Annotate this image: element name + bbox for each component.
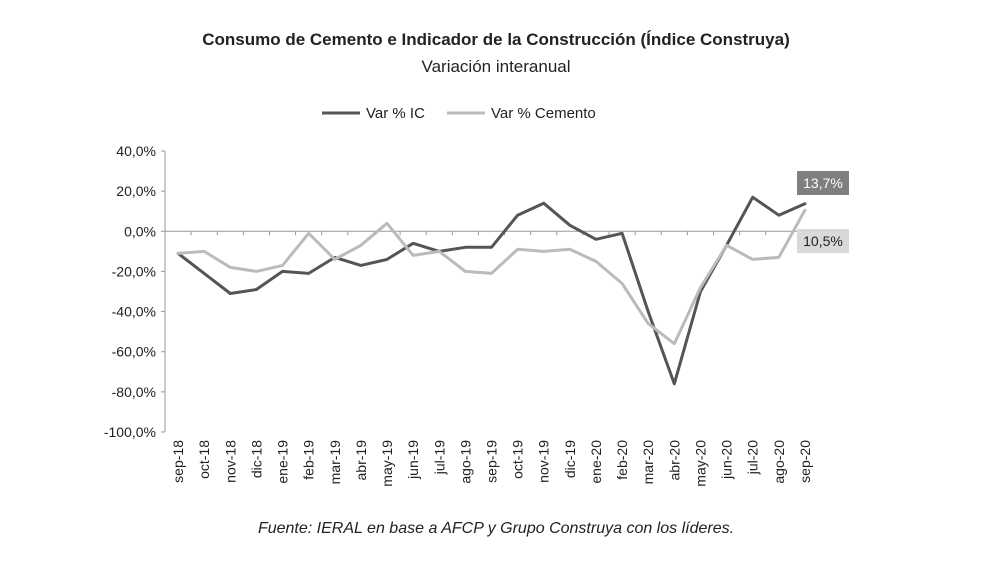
x-tick-label: dic-18 xyxy=(248,440,264,478)
y-tick-label: -100,0% xyxy=(104,424,156,440)
x-tick-label: ago-19 xyxy=(457,440,473,484)
y-tick-label: 0,0% xyxy=(124,223,156,239)
x-tick-label: may-20 xyxy=(692,440,708,487)
x-tick-label: sep-20 xyxy=(797,440,813,483)
x-tick-label: oct-19 xyxy=(510,440,526,479)
y-tick-label: -20,0% xyxy=(112,263,156,279)
y-tick-label: 40,0% xyxy=(116,143,156,159)
y-tick-label: -60,0% xyxy=(112,344,156,360)
x-tick-label: jul-20 xyxy=(745,440,761,475)
y-tick-label: 20,0% xyxy=(116,183,156,199)
y-tick-label: -40,0% xyxy=(112,304,156,320)
x-tick-label: mar-20 xyxy=(640,440,656,485)
x-tick-label: oct-18 xyxy=(196,440,212,479)
annotation-label-2: 10,5% xyxy=(803,233,843,249)
x-tick-label: ene-20 xyxy=(588,440,604,484)
chart-title: Consumo de Cemento e Indicador de la Con… xyxy=(202,30,790,49)
x-tick-label: jun-20 xyxy=(719,440,735,480)
x-tick-label: nov-18 xyxy=(222,440,238,483)
series-line-1 xyxy=(176,195,807,386)
legend-label-1: Var % IC xyxy=(366,105,425,122)
y-tick-label: -80,0% xyxy=(112,384,156,400)
x-tick-label: abr-20 xyxy=(666,440,682,481)
x-tick-label: abr-19 xyxy=(353,440,369,481)
x-tick-label: ago-20 xyxy=(771,440,787,484)
line-chart: 40,0% 20,0% 0,0% -20,0% -40,0% -60,0% -80,0% -1… xyxy=(104,105,849,487)
legend-label-2: Var % Cemento xyxy=(491,105,596,122)
annotation-box-2 xyxy=(797,229,849,253)
annotation-label-1: 13,7% xyxy=(803,175,843,191)
x-tick-label: jun-19 xyxy=(405,440,421,480)
x-tick-label: sep-18 xyxy=(170,440,186,483)
x-tick-label: feb-20 xyxy=(614,440,630,480)
x-tick-label: nov-19 xyxy=(536,440,552,483)
x-tick-label: feb-19 xyxy=(301,440,317,480)
annotation-box-1 xyxy=(797,171,849,195)
x-tick-label: dic-19 xyxy=(562,440,578,478)
x-tick-label: sep-19 xyxy=(484,440,500,483)
chart-source: Fuente: IERAL en base a AFCP y Grupo Con… xyxy=(257,520,735,537)
x-tick-label: may-19 xyxy=(379,440,395,487)
series-line-2 xyxy=(176,208,807,346)
x-tick-label: ene-19 xyxy=(275,440,291,484)
chart-subtitle: Variación interanual xyxy=(421,57,571,76)
x-tick-label: jul-19 xyxy=(431,440,447,475)
x-tick-label: mar-19 xyxy=(327,440,343,485)
